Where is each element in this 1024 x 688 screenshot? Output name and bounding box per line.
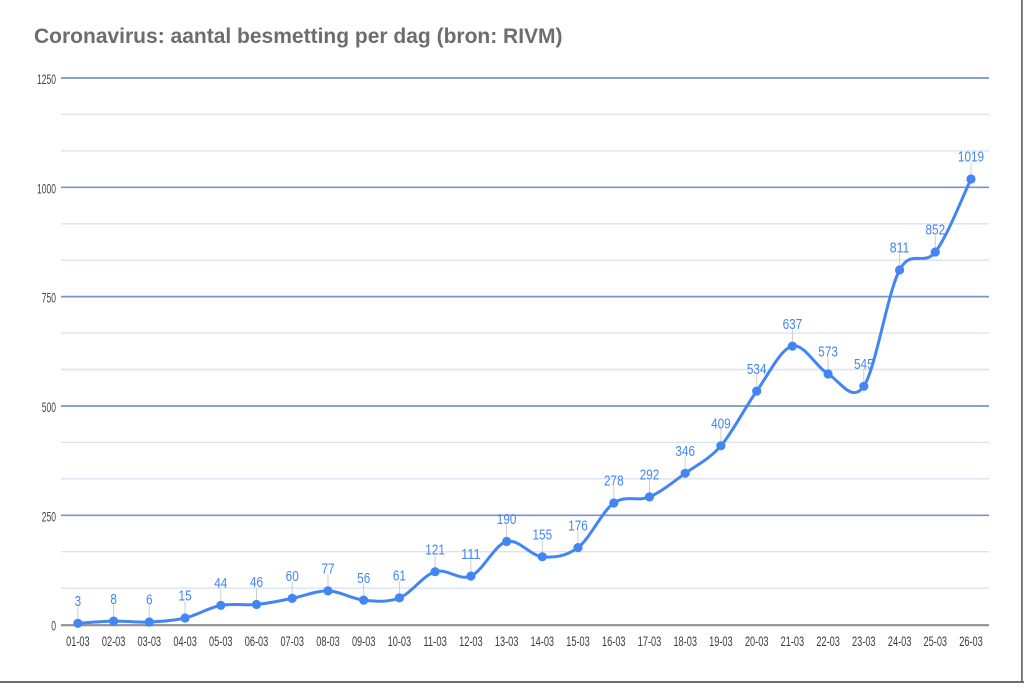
svg-text:08-03: 08-03 [316,634,340,649]
svg-text:1000: 1000 [37,181,56,197]
svg-text:25-03: 25-03 [924,634,948,649]
svg-text:61: 61 [393,569,406,585]
svg-text:23-03: 23-03 [852,634,876,649]
svg-text:1019: 1019 [958,150,984,166]
svg-text:15-03: 15-03 [566,634,590,649]
svg-text:573: 573 [818,345,838,361]
svg-text:46: 46 [250,575,263,591]
svg-text:811: 811 [890,241,910,257]
svg-text:19-03: 19-03 [709,634,733,649]
svg-text:06-03: 06-03 [245,634,269,649]
svg-text:21-03: 21-03 [781,634,805,649]
svg-text:155: 155 [533,528,553,544]
svg-text:14-03: 14-03 [531,634,555,649]
svg-text:03-03: 03-03 [138,634,162,649]
svg-text:04-03: 04-03 [173,634,197,649]
svg-text:852: 852 [926,223,946,239]
svg-text:121: 121 [425,542,445,558]
svg-text:09-03: 09-03 [352,634,376,649]
svg-text:15: 15 [179,589,192,605]
svg-text:20-03: 20-03 [745,634,769,649]
svg-text:13-03: 13-03 [495,634,519,649]
svg-text:8: 8 [110,592,117,608]
svg-text:190: 190 [497,512,517,528]
svg-text:534: 534 [747,362,767,378]
svg-text:77: 77 [321,562,334,578]
svg-text:500: 500 [42,400,56,416]
svg-text:278: 278 [604,474,624,490]
svg-text:545: 545 [854,357,874,373]
svg-text:56: 56 [357,571,370,587]
svg-text:250: 250 [42,509,56,525]
svg-text:409: 409 [711,417,731,433]
svg-text:17-03: 17-03 [638,634,662,649]
svg-text:3: 3 [75,594,82,610]
svg-text:111: 111 [461,547,481,563]
svg-text:60: 60 [286,569,299,585]
svg-text:750: 750 [42,291,56,307]
svg-text:16-03: 16-03 [602,634,626,649]
svg-text:01-03: 01-03 [66,634,90,649]
svg-text:1250: 1250 [37,72,56,88]
svg-text:02-03: 02-03 [102,634,126,649]
svg-text:11-03: 11-03 [423,634,447,649]
svg-text:05-03: 05-03 [209,634,233,649]
svg-text:18-03: 18-03 [673,634,697,649]
svg-text:176: 176 [568,518,588,534]
svg-text:346: 346 [675,444,695,460]
svg-text:24-03: 24-03 [888,634,912,649]
svg-text:10-03: 10-03 [388,634,412,649]
svg-text:26-03: 26-03 [959,634,983,649]
svg-text:0: 0 [51,619,56,635]
svg-text:44: 44 [214,576,227,592]
svg-text:22-03: 22-03 [816,634,840,649]
svg-text:07-03: 07-03 [280,634,304,649]
svg-text:Coronavirus: aantal besmetting: Coronavirus: aantal besmetting per dag (… [34,25,563,48]
svg-text:637: 637 [783,317,803,333]
svg-text:6: 6 [146,593,153,609]
svg-text:12-03: 12-03 [459,634,483,649]
svg-text:292: 292 [640,468,660,484]
